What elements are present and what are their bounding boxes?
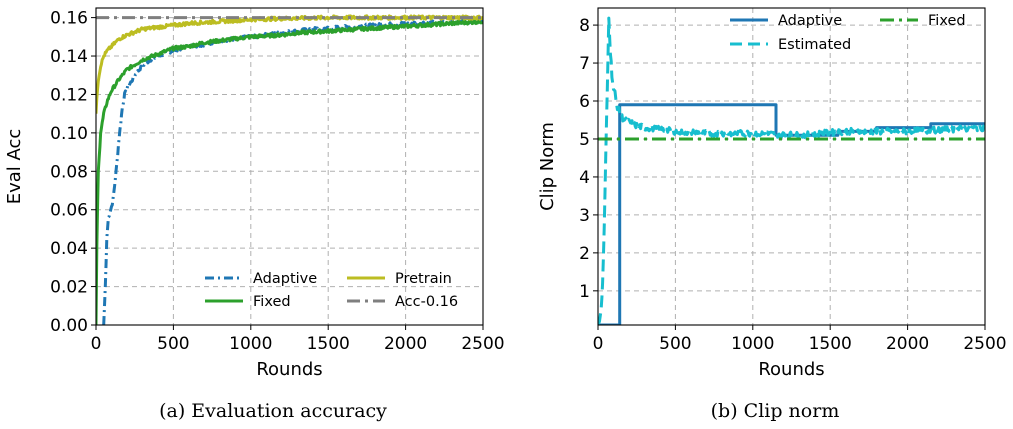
y-tick-label: 7 — [579, 54, 590, 74]
x-tick-label: 1000 — [229, 334, 272, 354]
y-tick-label: 1 — [579, 282, 590, 302]
y-tick-label: 6 — [579, 92, 590, 112]
figure-caption: (a) Evaluation accuracy — [159, 400, 387, 422]
x-axis-title: Rounds — [758, 359, 824, 380]
x-tick-label: 500 — [659, 334, 691, 354]
legend: Adaptive Fixed Pretrain Acc-0.16 — [205, 271, 458, 310]
legend-label: Pretrain — [395, 271, 452, 287]
plot-area — [96, 14, 483, 325]
y-axis-title: Clip Norm — [537, 122, 558, 211]
clip-norm-panel: 0 500 1000 1500 2000 2500 1 2 3 4 5 6 7 8 Rounds Clip N… — [537, 7, 1007, 422]
y-tick-label: 0.16 — [50, 9, 88, 29]
y-tick-label: 0.00 — [50, 316, 88, 336]
legend-label: Estimated — [778, 37, 851, 53]
y-tick-label: 0.10 — [50, 124, 88, 144]
y-tick-label: 0.04 — [50, 239, 88, 259]
legend-label: Adaptive — [253, 271, 317, 287]
y-tick-label: 0.02 — [50, 278, 88, 298]
series-line-fixed — [96, 18, 483, 325]
y-tick-label: 0.06 — [50, 201, 88, 221]
x-tick-label: 1000 — [731, 334, 774, 354]
figure-caption: (b) Clip norm — [711, 400, 840, 422]
plot-area — [598, 16, 985, 325]
y-axis-title: Eval Acc — [4, 129, 25, 205]
legend-label: Fixed — [253, 294, 291, 310]
x-tick-label: 1500 — [809, 334, 852, 354]
legend-label: Acc-0.16 — [395, 294, 458, 310]
x-axis-title: Rounds — [256, 359, 322, 380]
y-tick-label: 0.08 — [50, 162, 88, 182]
y-tick-label: 5 — [579, 130, 590, 150]
x-tick-label: 500 — [157, 334, 189, 354]
x-tick-label: 2500 — [963, 334, 1006, 354]
y-tick-label: 3 — [579, 206, 590, 226]
y-tick-label: 0.14 — [50, 47, 88, 67]
plot-frame — [95, 7, 484, 326]
y-tick-label: 8 — [579, 16, 590, 36]
x-tick-label: 0 — [91, 334, 102, 354]
plot-frame — [597, 7, 986, 326]
x-tick-label: 2000 — [384, 334, 427, 354]
legend-label: Fixed — [928, 13, 966, 29]
y-tick-label: 0.12 — [50, 85, 88, 105]
y-tick-label: 4 — [579, 168, 590, 188]
x-tick-label: 0 — [593, 334, 604, 354]
x-tick-label: 1500 — [307, 334, 350, 354]
y-tick-label: 2 — [579, 244, 590, 264]
accuracy-panel: 0 500 1000 1500 2000 2500 0.00 0.02 0.04 0.06 0.08… — [4, 7, 505, 422]
x-tick-label: 2500 — [461, 334, 504, 354]
series-line-adaptive — [598, 103, 985, 325]
legend-label: Adaptive — [778, 13, 842, 29]
x-tick-label: 2000 — [886, 334, 929, 354]
legend: Adaptive Estimated Fixed — [730, 13, 966, 53]
series-line-estimated — [598, 16, 985, 325]
